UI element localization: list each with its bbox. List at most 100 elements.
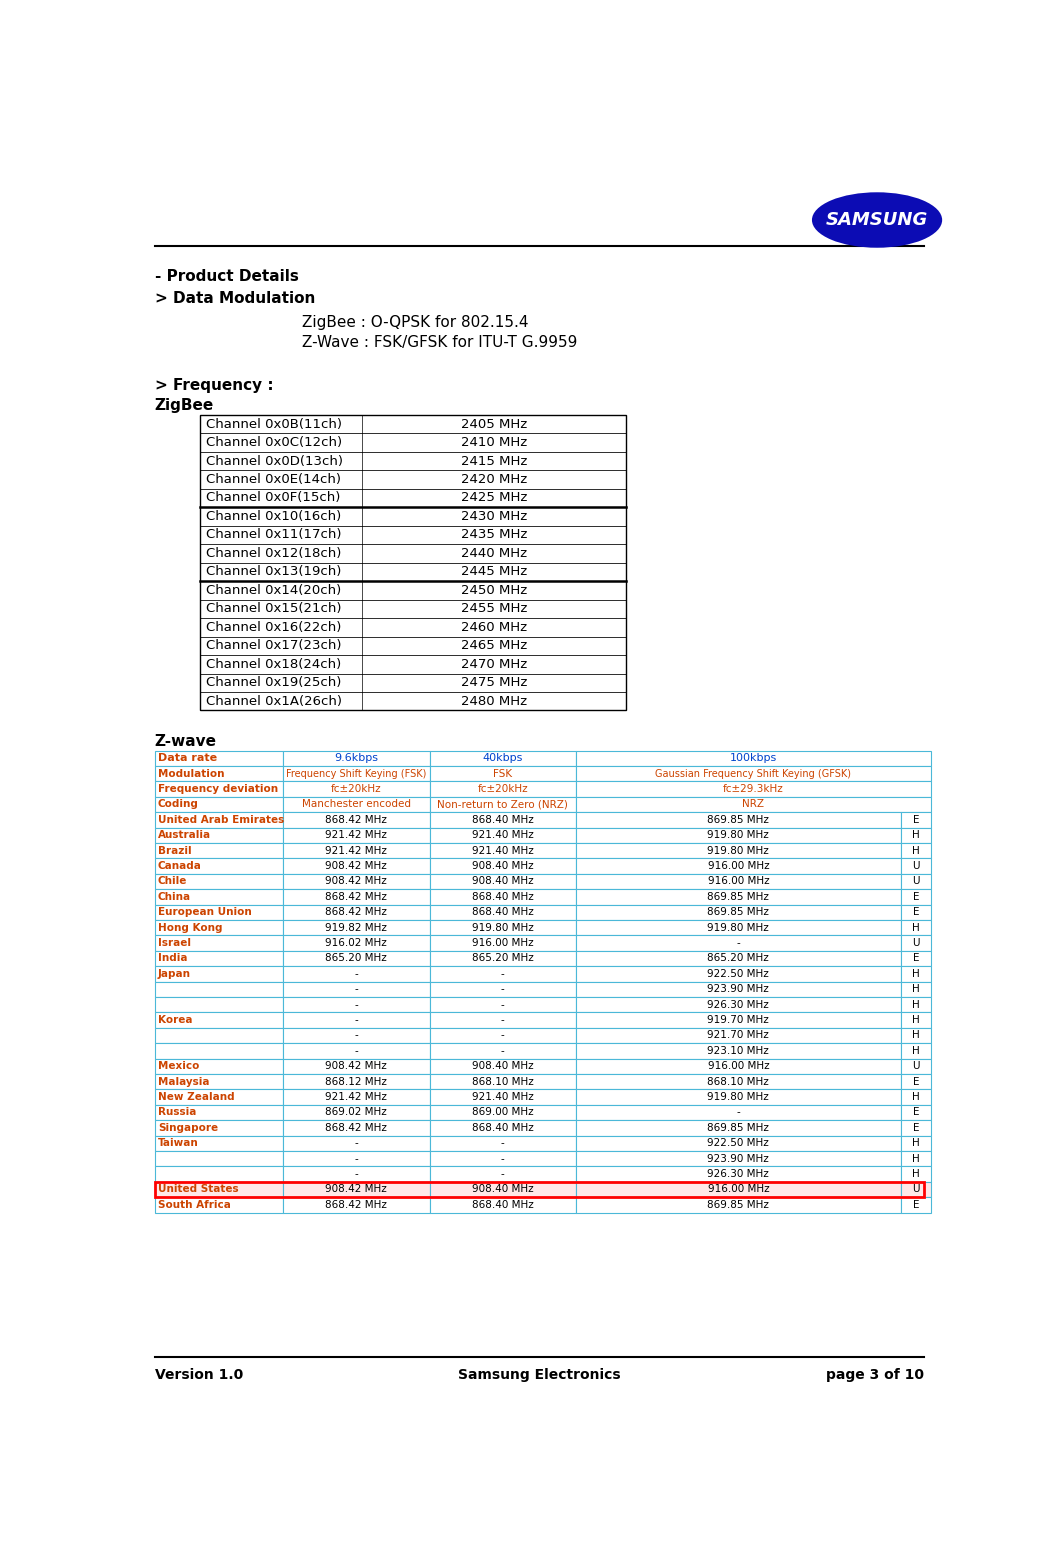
Text: 908.42 MHz: 908.42 MHz	[325, 876, 387, 887]
Bar	[155, 920, 283, 935]
Text: -: -	[501, 1045, 505, 1056]
Bar	[283, 904, 430, 920]
Text: 916.00 MHz: 916.00 MHz	[708, 876, 769, 887]
Text: South Africa: South Africa	[158, 1200, 230, 1210]
Text: 923.90 MHz: 923.90 MHz	[707, 1154, 769, 1163]
Bar	[283, 982, 430, 997]
Bar	[575, 1073, 902, 1089]
Text: 868.40 MHz: 868.40 MHz	[472, 907, 533, 917]
Bar	[430, 1028, 575, 1044]
Bar	[155, 858, 283, 873]
Text: ZigBee: ZigBee	[155, 399, 214, 413]
Bar	[430, 951, 575, 966]
Bar	[283, 1073, 430, 1089]
Text: 2435 MHz: 2435 MHz	[461, 529, 527, 541]
Text: FSK: FSK	[493, 769, 512, 779]
Text: 2465 MHz: 2465 MHz	[461, 639, 527, 653]
Bar	[283, 797, 430, 813]
Bar	[283, 935, 430, 951]
Bar	[155, 1135, 283, 1151]
Text: 100kbps: 100kbps	[730, 754, 777, 763]
Bar	[430, 1120, 575, 1135]
Text: -: -	[355, 1000, 358, 1010]
Bar	[155, 1197, 283, 1213]
Bar	[575, 1166, 902, 1182]
Bar	[430, 1073, 575, 1089]
Text: Samsung Electronics: Samsung Electronics	[458, 1368, 621, 1382]
Text: 868.40 MHz: 868.40 MHz	[472, 892, 533, 901]
Bar	[902, 997, 931, 1013]
Bar	[430, 1151, 575, 1166]
Text: H: H	[912, 1154, 920, 1163]
Text: 2450 MHz: 2450 MHz	[461, 583, 527, 597]
Bar	[575, 797, 931, 813]
Bar	[155, 997, 283, 1013]
Bar	[155, 1166, 283, 1182]
Text: 2420 MHz: 2420 MHz	[461, 473, 527, 485]
Text: Hong Kong: Hong Kong	[158, 923, 222, 932]
Text: 869.85 MHz: 869.85 MHz	[707, 1123, 769, 1132]
Text: 916.00 MHz: 916.00 MHz	[472, 938, 533, 948]
Text: 869.85 MHz: 869.85 MHz	[707, 907, 769, 917]
Bar	[430, 1135, 575, 1151]
Text: E: E	[913, 1200, 919, 1210]
Bar	[575, 1089, 902, 1104]
Bar	[575, 1104, 902, 1120]
Text: 919.80 MHz: 919.80 MHz	[472, 923, 533, 932]
Text: H: H	[912, 1030, 920, 1041]
Bar	[200, 451, 626, 470]
Text: India: India	[158, 954, 187, 963]
Bar	[155, 935, 283, 951]
Bar	[902, 1073, 931, 1089]
Text: 908.40 MHz: 908.40 MHz	[472, 861, 533, 872]
Text: Japan: Japan	[158, 969, 190, 979]
Text: Gaussian Frequency Shift Keying (GFSK): Gaussian Frequency Shift Keying (GFSK)	[655, 769, 851, 779]
Text: H: H	[912, 830, 920, 841]
Text: H: H	[912, 923, 920, 932]
Bar	[430, 920, 575, 935]
Text: New Zealand: New Zealand	[158, 1092, 235, 1103]
Text: E: E	[913, 954, 919, 963]
Bar	[283, 1197, 430, 1213]
Bar	[430, 751, 575, 766]
Bar	[575, 935, 902, 951]
Bar	[200, 489, 626, 507]
Text: Frequency deviation: Frequency deviation	[158, 783, 278, 794]
Bar	[155, 766, 283, 782]
Bar	[430, 1104, 575, 1120]
Text: 868.40 MHz: 868.40 MHz	[472, 814, 533, 825]
Text: 922.50 MHz: 922.50 MHz	[707, 1138, 769, 1148]
Bar	[283, 1044, 430, 1058]
Bar	[575, 828, 902, 842]
Bar	[575, 1151, 902, 1166]
Bar	[283, 1028, 430, 1044]
Bar	[902, 1151, 931, 1166]
Text: 2460 MHz: 2460 MHz	[461, 620, 527, 634]
Bar	[155, 1013, 283, 1028]
Text: 921.40 MHz: 921.40 MHz	[472, 1092, 533, 1103]
Bar	[575, 1182, 902, 1197]
Text: SAMSUNG: SAMSUNG	[826, 211, 928, 230]
Text: 869.02 MHz: 869.02 MHz	[325, 1107, 387, 1117]
Text: Taiwan: Taiwan	[158, 1138, 199, 1148]
Bar	[283, 1089, 430, 1104]
Text: E: E	[913, 892, 919, 901]
Bar	[902, 982, 931, 997]
Text: -: -	[501, 1000, 505, 1010]
Bar	[200, 673, 626, 692]
Text: -: -	[355, 1045, 358, 1056]
Text: 921.42 MHz: 921.42 MHz	[325, 830, 387, 841]
Text: United States: United States	[158, 1185, 239, 1194]
Bar	[430, 982, 575, 997]
Bar	[200, 692, 626, 710]
Bar	[155, 904, 283, 920]
Bar	[155, 842, 283, 858]
Bar	[430, 858, 575, 873]
Text: 908.42 MHz: 908.42 MHz	[325, 1185, 387, 1194]
Bar	[283, 751, 430, 766]
Text: Manchester encoded: Manchester encoded	[302, 799, 410, 810]
Text: -: -	[355, 969, 358, 979]
Text: -: -	[501, 1030, 505, 1041]
Bar	[430, 935, 575, 951]
Bar	[155, 828, 283, 842]
